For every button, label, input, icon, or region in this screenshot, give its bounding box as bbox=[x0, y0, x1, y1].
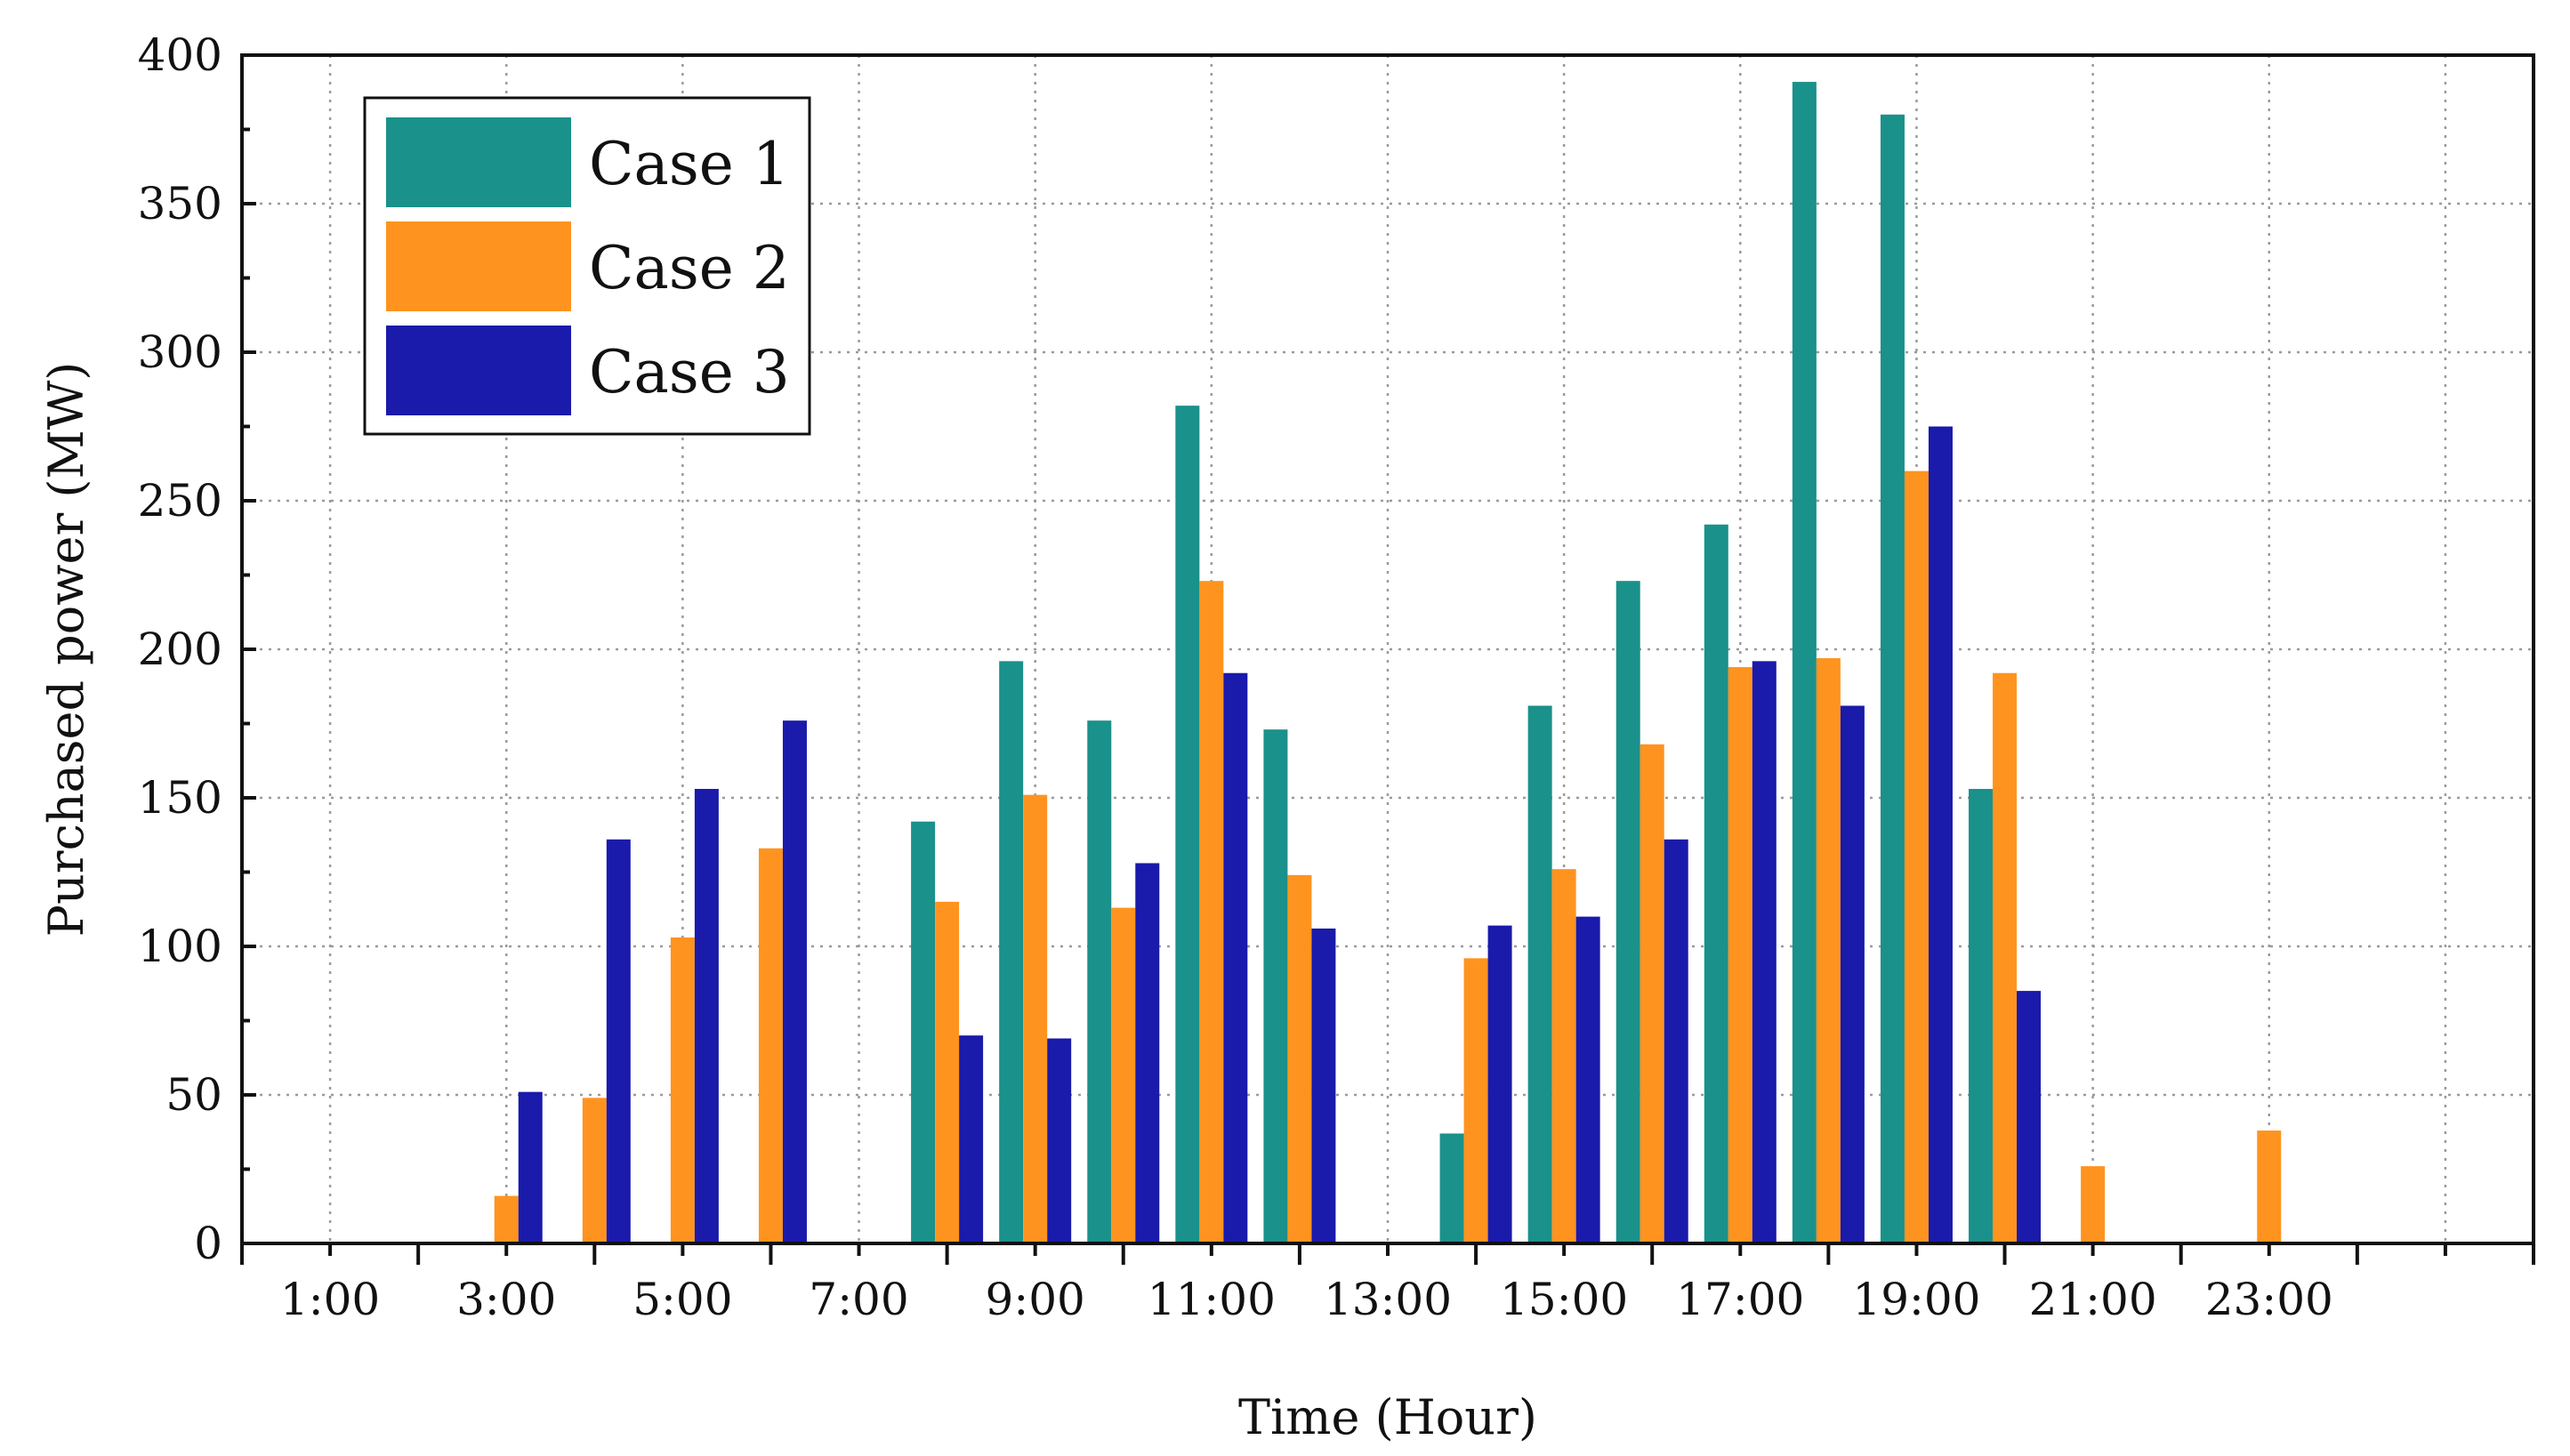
bar-case-3 bbox=[1487, 925, 1512, 1243]
x-axis-tick-labels: 1:00 3:00 5:00 7:00 9:00 11:00 13:00 15:00 17:00… bbox=[280, 1274, 2333, 1325]
bar-case-3 bbox=[1575, 916, 1600, 1243]
bar-case-3 bbox=[1311, 928, 1336, 1243]
legend-label-case-3: Case 3 bbox=[589, 338, 790, 406]
y-tick-label: 350 bbox=[138, 178, 222, 229]
bar-case-1 bbox=[1615, 581, 1640, 1243]
bar-case-2 bbox=[2257, 1130, 2282, 1243]
legend-swatch-case-1 bbox=[386, 117, 571, 207]
y-tick-label: 150 bbox=[138, 772, 222, 824]
y-tick-label: 250 bbox=[138, 475, 222, 527]
x-tick-label: 17:00 bbox=[1676, 1274, 1804, 1325]
bar-case-2 bbox=[1639, 744, 1664, 1243]
y-tick-label: 100 bbox=[138, 921, 222, 972]
bar-case-1 bbox=[1087, 720, 1112, 1243]
y-tick-label: 0 bbox=[194, 1218, 222, 1269]
legend-label-case-1: Case 1 bbox=[589, 130, 790, 198]
bar-case-1 bbox=[911, 821, 936, 1243]
bar-case-2 bbox=[2081, 1166, 2106, 1243]
bar-case-3 bbox=[782, 720, 807, 1243]
y-tick-label: 400 bbox=[138, 29, 222, 81]
x-tick-label: 7:00 bbox=[809, 1274, 908, 1325]
bar-case-3 bbox=[1752, 661, 1776, 1243]
bar-case-3 bbox=[1664, 839, 1688, 1243]
bar-case-2 bbox=[1199, 581, 1224, 1243]
x-tick-label: 19:00 bbox=[1852, 1274, 1980, 1325]
bar-case-1 bbox=[1527, 705, 1552, 1243]
x-tick-label: 5:00 bbox=[632, 1274, 732, 1325]
bar-case-2 bbox=[1463, 958, 1488, 1243]
bars bbox=[494, 82, 2282, 1243]
bar-case-2 bbox=[1993, 672, 2018, 1243]
bar-case-2 bbox=[1551, 869, 1576, 1243]
axis-ticks bbox=[240, 53, 2535, 1265]
bar-case-3 bbox=[606, 839, 631, 1243]
bar-case-2 bbox=[1816, 658, 1841, 1243]
legend-label-case-2: Case 2 bbox=[589, 234, 790, 302]
bar-case-2 bbox=[1287, 874, 1312, 1243]
bar-case-2 bbox=[1023, 794, 1048, 1243]
bar-case-1 bbox=[1263, 729, 1288, 1243]
bar-case-3 bbox=[959, 1035, 984, 1243]
bar-case-3 bbox=[2017, 991, 2042, 1243]
bar-case-2 bbox=[1904, 471, 1929, 1243]
y-tick-label: 50 bbox=[165, 1069, 222, 1121]
y-axis-tick-labels: 0 50 100 150 200 250 300 350 400 bbox=[138, 29, 222, 1269]
bar-case-2 bbox=[935, 901, 960, 1243]
x-tick-label: 3:00 bbox=[456, 1274, 556, 1325]
y-tick-label: 200 bbox=[138, 623, 222, 675]
x-tick-label: 21:00 bbox=[2029, 1274, 2157, 1325]
y-tick-label: 300 bbox=[138, 326, 222, 378]
x-axis-title: Time (Hour) bbox=[1238, 1389, 1537, 1445]
bar-case-2 bbox=[494, 1195, 519, 1243]
bar-case-3 bbox=[1840, 705, 1865, 1243]
bar-case-3 bbox=[1928, 426, 1953, 1243]
bar-case-3 bbox=[518, 1091, 543, 1243]
legend-swatch-case-3 bbox=[386, 326, 571, 415]
bar-case-1 bbox=[999, 661, 1024, 1243]
bar-case-1 bbox=[1175, 406, 1200, 1243]
y-axis-title: Purchased power (MW) bbox=[38, 362, 94, 937]
x-tick-label: 9:00 bbox=[986, 1274, 1085, 1325]
x-tick-label: 1:00 bbox=[280, 1274, 380, 1325]
bar-case-2 bbox=[1728, 667, 1752, 1243]
x-tick-label: 13:00 bbox=[1324, 1274, 1452, 1325]
bar-case-3 bbox=[1135, 863, 1160, 1243]
bar-case-1 bbox=[1969, 788, 1994, 1243]
bar-case-1 bbox=[1880, 114, 1905, 1243]
bar-case-1 bbox=[1439, 1133, 1464, 1243]
bar-case-2 bbox=[1111, 907, 1136, 1243]
x-tick-label: 11:00 bbox=[1148, 1274, 1276, 1325]
x-tick-label: 15:00 bbox=[1500, 1274, 1628, 1325]
bar-case-3 bbox=[1047, 1038, 1072, 1243]
bar-case-2 bbox=[758, 848, 783, 1243]
legend: Case 1 Case 2 Case 3 bbox=[363, 96, 811, 436]
bar-case-2 bbox=[582, 1098, 607, 1243]
bar-case-2 bbox=[670, 937, 695, 1243]
x-tick-label: 23:00 bbox=[2205, 1274, 2333, 1325]
legend-swatch-case-2 bbox=[386, 221, 571, 311]
bar-case-1 bbox=[1792, 82, 1817, 1243]
bar-case-1 bbox=[1704, 524, 1728, 1243]
bar-case-3 bbox=[694, 788, 719, 1243]
bar-case-3 bbox=[1223, 672, 1248, 1243]
